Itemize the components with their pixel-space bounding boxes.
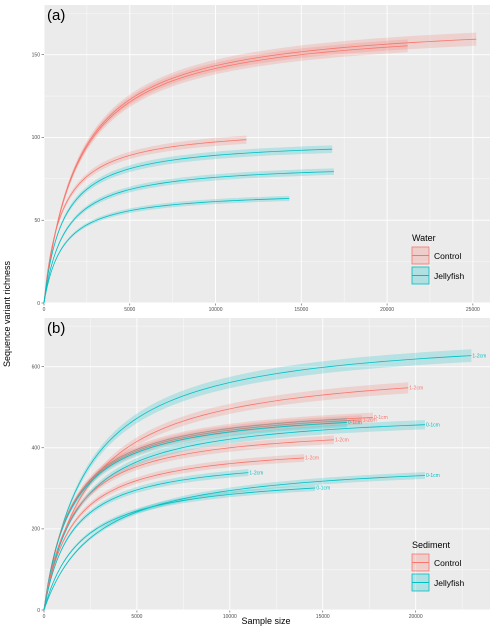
curve-end-label: 1-2cm: [305, 456, 319, 462]
x-tick-label: 10000: [223, 614, 237, 620]
x-tick-label: 20000: [380, 307, 394, 313]
y-tick-label: 400: [32, 446, 41, 452]
curve-end-label: 1-2cm: [335, 438, 349, 444]
x-tick-label: 0: [43, 614, 46, 620]
confidence-band: [44, 382, 409, 610]
x-tick-label: 5000: [124, 307, 135, 313]
rarefaction-curve-jellyfish: [43, 472, 249, 611]
panel-label: (b): [47, 320, 65, 337]
y-axis-label: Sequence variant richness: [2, 260, 12, 367]
rarefaction-curve-jellyfish: [43, 198, 290, 304]
x-tick-label: 15000: [316, 614, 330, 620]
curve-end-label: 1-2cm: [363, 418, 377, 424]
x-tick-label: 25000: [466, 307, 480, 313]
rarefaction-curve-jellyfish: [43, 487, 316, 611]
x-axis-label: Sample size: [241, 616, 290, 626]
y-tick-label: 0: [37, 608, 40, 614]
x-tick-label: 5000: [131, 614, 142, 620]
y-tick-label: 150: [32, 52, 41, 58]
legend-entry: Jellyfish: [434, 271, 465, 281]
y-tick-label: 0: [37, 301, 40, 307]
legend: Water Control Jellyfish: [411, 233, 465, 285]
curve-end-label: 0-1cm: [426, 473, 440, 479]
curve-end-label: 0-1cm: [316, 486, 330, 492]
legend-entry: Control: [434, 251, 462, 261]
y-tick-label: 50: [34, 218, 40, 224]
legend-title: Sediment: [412, 540, 451, 550]
rarefaction-curve-control: [43, 45, 408, 304]
rarefaction-curve-control: [43, 439, 334, 611]
y-tick-label: 100: [32, 135, 41, 141]
legend-entry: Jellyfish: [434, 578, 465, 588]
y-tick-label: 200: [32, 527, 41, 533]
legend: Sediment Control Jellyfish: [411, 540, 465, 592]
rarefaction-curve-jellyfish: [43, 148, 333, 304]
confidence-band: [44, 349, 472, 610]
rarefaction-curve-control: [43, 457, 305, 611]
panel-b: 0 5000 10000 15000 20000 0 200 400 600 1-2cm 1-2cm…: [32, 318, 490, 620]
rarefaction-curve-jellyfish: [43, 422, 347, 611]
curve-end-label: 0-1cm: [426, 422, 440, 428]
x-tick-label: 20000: [409, 614, 423, 620]
rarefaction-curve-jellyfish: [43, 424, 425, 611]
rarefaction-curve-control: [43, 139, 247, 304]
panel-label: (a): [47, 7, 65, 24]
x-tick-label: 15000: [294, 307, 308, 313]
x-tick-label: 10000: [209, 307, 223, 313]
legend-title: Water: [412, 233, 436, 243]
curve-end-label: 1-2cm: [249, 470, 263, 476]
curve-end-label: 0-1cm: [374, 415, 388, 421]
y-tick-label: 600: [32, 364, 41, 370]
rarefaction-curve-jellyfish: [43, 171, 334, 304]
curve-end-label: 1-2cm: [472, 353, 486, 359]
legend-entry: Control: [434, 558, 462, 568]
panel-a: 0 5000 10000 15000 20000 25000 0 50 100 150 (a) Wat…: [32, 5, 490, 313]
curve-end-label: 1-2cm: [409, 385, 423, 391]
confidence-band: [44, 454, 305, 610]
curve-end-label: 0-1cm: [348, 420, 362, 426]
x-tick-label: 0: [43, 307, 46, 313]
